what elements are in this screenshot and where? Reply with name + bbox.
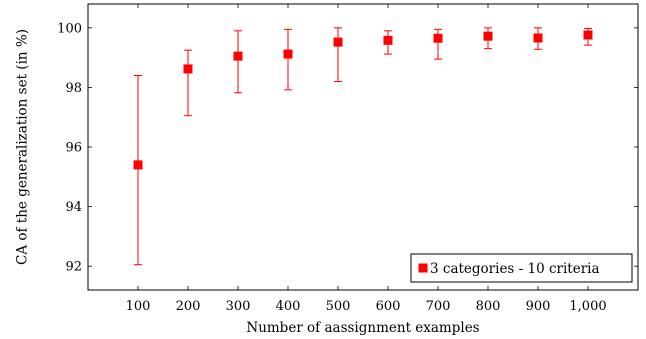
x-tick-label: 400 <box>276 299 301 314</box>
data-point <box>483 31 493 41</box>
data-point <box>533 33 543 43</box>
x-axis-title: Number of aassignment examples <box>246 320 479 336</box>
data-point <box>283 49 293 59</box>
y-tick-label: 92 <box>65 260 82 275</box>
x-tick-label: 500 <box>326 299 351 314</box>
data-point <box>383 35 393 45</box>
x-tick-label: 800 <box>476 299 501 314</box>
y-tick-label: 94 <box>65 200 82 215</box>
data-point <box>133 160 143 170</box>
x-tick-label: 1,000 <box>569 299 606 314</box>
legend-marker <box>418 263 428 273</box>
data-point <box>583 30 593 40</box>
x-tick-label: 700 <box>426 299 451 314</box>
legend: 3 categories - 10 criteria <box>410 253 633 283</box>
x-tick-label: 300 <box>226 299 251 314</box>
y-tick-label: 96 <box>65 141 82 156</box>
legend-label: 3 categories - 10 criteria <box>430 261 600 277</box>
y-tick-label: 100 <box>57 21 82 36</box>
x-tick-label: 100 <box>126 299 151 314</box>
data-point <box>333 37 343 47</box>
x-tick-label: 600 <box>376 299 401 314</box>
data-point <box>233 51 243 61</box>
y-axis-title: CA of the generalization set (in %) <box>15 29 31 265</box>
data-point <box>433 33 443 43</box>
x-tick-label: 900 <box>526 299 551 314</box>
data-point <box>183 64 193 74</box>
x-tick-label: 200 <box>176 299 201 314</box>
plot-area: 100 200 300 400 500 600 700 800 900 1,000 92 94 96 98… <box>57 3 639 314</box>
y-tick-label: 98 <box>65 81 82 96</box>
legend-box <box>410 253 633 283</box>
plot-frame <box>87 3 639 291</box>
